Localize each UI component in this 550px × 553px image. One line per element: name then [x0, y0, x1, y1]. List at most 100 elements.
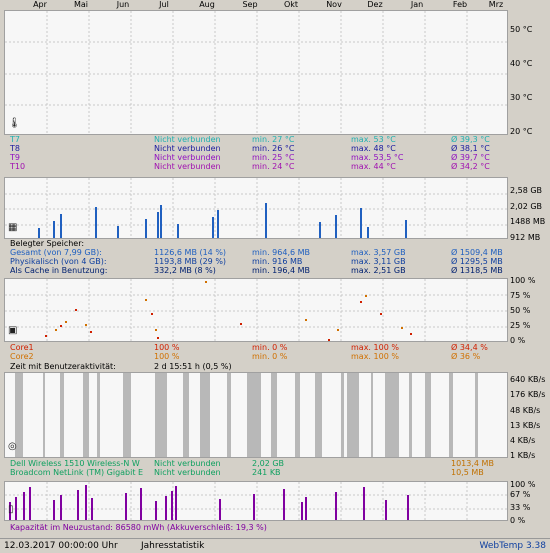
status-bar: 12.03.2017 00:00:00 Uhr Jahresstatistik …: [0, 538, 550, 553]
sensor-min: min. 24 °C: [252, 162, 295, 171]
core-avg: Ø 36 %: [451, 352, 481, 361]
status-date: 12.03.2017 00:00:00 Uhr: [4, 541, 118, 551]
month-label: Jul: [159, 0, 169, 9]
core-min: min. 0 %: [252, 343, 288, 352]
battery-bar: [23, 492, 25, 520]
network-band: [315, 373, 322, 457]
sensor-min: min. 25 °C: [252, 153, 295, 162]
core-min: min. 0 %: [252, 352, 288, 361]
memory-spike: [265, 203, 267, 238]
battery-graph: [4, 481, 508, 521]
network-band: [247, 373, 261, 457]
sensor-avg: Ø 34,2 °C: [451, 162, 490, 171]
core-value: 100 %: [154, 352, 180, 361]
cpu-dot: [65, 321, 67, 323]
battery-bar: [219, 499, 221, 520]
temp-y-label: 20 °C: [510, 127, 533, 136]
bat-y-label: 0 %: [510, 516, 526, 525]
memory-spike: [95, 207, 97, 238]
month-label: Dez: [367, 0, 383, 9]
cpu-y-label: 100 %: [510, 276, 536, 285]
temp-y-label: 50 °C: [510, 25, 533, 34]
sensor-max: max. 53 °C: [351, 135, 396, 144]
memory-spike: [160, 205, 162, 238]
battery-bar: [407, 495, 409, 520]
sensor-status: Nicht verbunden: [154, 153, 221, 162]
memory-title: Belegter Speicher:: [10, 239, 85, 248]
adapter-total: 2,02 GB: [252, 459, 285, 468]
network-band: [15, 373, 23, 457]
memory-avg: Ø 1509,4 MB: [451, 248, 503, 257]
adapter-status: Nicht verbunden: [154, 459, 221, 468]
memory-spike: [53, 221, 55, 238]
network-band: [371, 373, 373, 457]
sensor-row-t10: T10 Nicht verbunden min. 24 °C max. 44 °…: [4, 162, 508, 171]
network-band: [385, 373, 399, 457]
battery-bar: [253, 494, 255, 520]
core-name: Core2: [10, 352, 34, 361]
memory-graph: [4, 177, 508, 239]
cpu-dot: [328, 339, 330, 341]
cpu-dot: [240, 323, 242, 325]
sensor-name: T8: [10, 144, 20, 153]
status-mode[interactable]: Jahresstatistik: [141, 541, 205, 551]
sensor-max: max. 53,5 °C: [351, 153, 404, 162]
network-band: [475, 373, 478, 457]
cpu-baseline: [5, 341, 508, 342]
status-version: WebTemp 3.38: [479, 541, 546, 551]
bat-y-label: 100 %: [510, 480, 536, 489]
memory-name: Physikalisch (von 4 GB):: [10, 257, 107, 266]
cpu-y-label: 0 %: [510, 336, 526, 345]
sensor-status: Nicht verbunden: [154, 162, 221, 171]
sensor-status: Nicht verbunden: [154, 135, 221, 144]
network-band: [347, 373, 359, 457]
sensor-status: Nicht verbunden: [154, 144, 221, 153]
adapter-name: Broadcom NetLink (TM) Gigabit E: [10, 468, 144, 477]
memory-spike: [335, 215, 337, 238]
memory-value: 1193,8 MB (29 %): [154, 257, 227, 266]
cpu-dot: [55, 329, 57, 331]
memory-row-cache: Als Cache in Benutzung: 332,2 MB (8 %) m…: [4, 266, 508, 275]
temp-y-label: 40 °C: [510, 59, 533, 68]
activity-row: Zeit mit Benutzeraktivität: 2 d 15:51 h …: [4, 362, 508, 371]
memory-spike: [319, 222, 321, 238]
month-label: Aug: [199, 0, 215, 9]
core-avg: Ø 34,4 %: [451, 343, 488, 352]
core-name: Core1: [10, 343, 34, 352]
sensor-min: min. 27 °C: [252, 135, 295, 144]
activity-value: 2 d 15:51 h (0,5 %): [154, 362, 232, 371]
adapter-avg: 1013,4 MB: [451, 459, 494, 468]
network-band: [123, 373, 131, 457]
cpu-y-label: 50 %: [510, 306, 531, 315]
network-band: [43, 373, 45, 457]
battery-icon: ▯: [8, 504, 14, 515]
cpu-dot: [90, 331, 92, 333]
network-plot: [15, 373, 478, 457]
cpu-dot: [157, 337, 159, 339]
net-y-label: 640 KB/s: [510, 375, 546, 384]
sensor-row-t7: T7 Nicht verbunden min. 27 °C max. 53 °C…: [4, 135, 508, 144]
memory-min: min. 964,6 MB: [252, 248, 311, 257]
month-label: Jan: [410, 0, 424, 9]
month-label: Mrz: [488, 0, 504, 9]
memory-avg: Ø 1295,5 MB: [451, 257, 503, 266]
battery-bar: [85, 485, 87, 520]
battery-bar: [363, 487, 365, 520]
memory-spike: [360, 208, 362, 238]
net-y-label: 48 KB/s: [510, 406, 541, 415]
memory-spike: [212, 217, 214, 238]
memory-row-physical: Physikalisch (von 4 GB): 1193,8 MB (29 %…: [4, 257, 508, 266]
network-band: [200, 373, 210, 457]
cpu-dot: [365, 295, 367, 297]
battery-bar: [155, 501, 157, 520]
network-band: [295, 373, 300, 457]
month-label: Sep: [242, 0, 258, 9]
temperature-grid: [5, 11, 507, 134]
battery-bar: [60, 495, 62, 520]
net-y-label: 176 KB/s: [510, 390, 546, 399]
battery-bar: [385, 500, 387, 520]
month-label: Feb: [452, 0, 468, 9]
memory-spike: [157, 212, 159, 238]
memory-max: max. 3,11 GB: [351, 257, 406, 266]
sensor-avg: Ø 39,3 °C: [451, 135, 490, 144]
